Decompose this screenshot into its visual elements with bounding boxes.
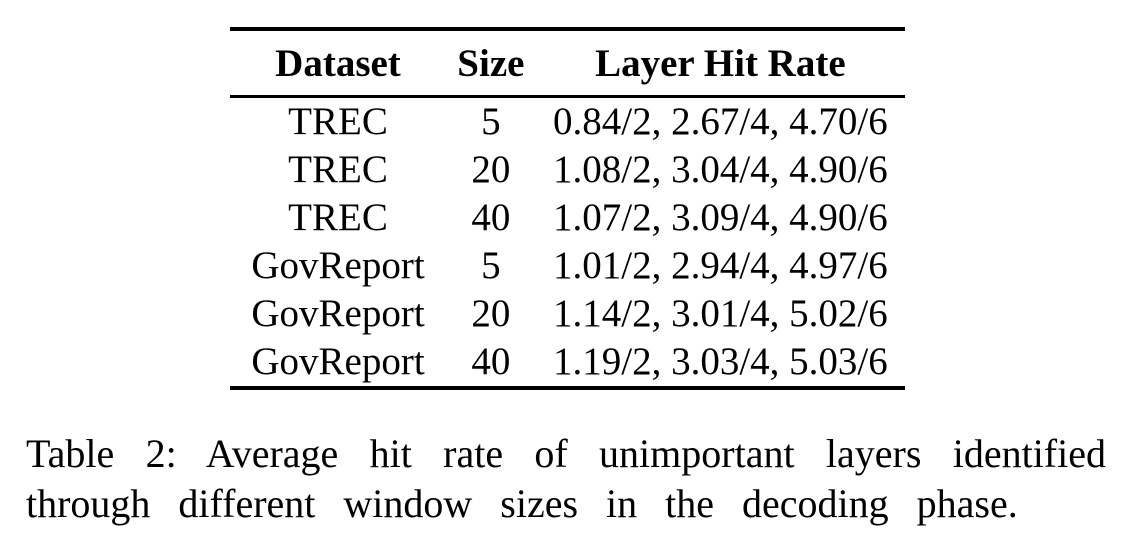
cell-size: 40 <box>471 340 511 383</box>
cell-dataset: GovReport <box>251 244 425 287</box>
results-table: Dataset Size Layer Hit Rate TREC 5 0.84/2,… <box>230 27 905 390</box>
cell-dataset: GovReport <box>251 292 425 335</box>
cell-hit_rate: 1.08/2, 3.04/4, 4.90/6 <box>553 148 888 191</box>
table-2: Dataset Size Layer Hit Rate TREC 5 0.84/2,… <box>230 27 905 390</box>
cell-hit_rate: 1.01/2, 2.94/4, 4.97/6 <box>553 244 888 287</box>
column-header-dataset: Dataset <box>230 29 446 98</box>
table-row: TREC 5 0.84/2, 2.67/4, 4.70/6 <box>230 97 905 147</box>
table-row: TREC 20 1.08/2, 3.04/4, 4.90/6 <box>230 146 905 194</box>
table-row: GovReport 40 1.19/2, 3.03/4, 5.03/6 <box>230 338 905 388</box>
table-header-row: Dataset Size Layer Hit Rate <box>230 29 905 98</box>
cell-dataset: TREC <box>288 196 388 239</box>
cell-size: 20 <box>471 148 511 191</box>
table-row: GovReport 5 1.01/2, 2.94/4, 4.97/6 <box>230 242 905 290</box>
cell-size: 40 <box>471 196 511 239</box>
column-header-layer-hit-rate: Layer Hit Rate <box>535 29 905 98</box>
cell-hit_rate: 0.84/2, 2.67/4, 4.70/6 <box>553 100 888 143</box>
cell-dataset: GovReport <box>251 340 425 383</box>
cell-hit_rate: 1.19/2, 3.03/4, 5.03/6 <box>553 340 888 383</box>
cell-dataset: TREC <box>288 100 388 143</box>
cell-dataset: TREC <box>288 148 388 191</box>
cell-size: 20 <box>471 292 511 335</box>
table-row: TREC 40 1.07/2, 3.09/4, 4.90/6 <box>230 194 905 242</box>
table-row: GovReport 20 1.14/2, 3.01/4, 5.02/6 <box>230 290 905 338</box>
cell-size: 5 <box>481 100 501 143</box>
table-caption: Table 2: Average hit rate of unimportant… <box>26 431 1106 526</box>
cell-size: 5 <box>481 244 501 287</box>
column-header-size: Size <box>446 29 536 98</box>
table-body: TREC 5 0.84/2, 2.67/4, 4.70/6 TREC 20 1.08/2,… <box>230 97 905 389</box>
cell-hit_rate: 1.14/2, 3.01/4, 5.02/6 <box>553 292 888 335</box>
cell-hit_rate: 1.07/2, 3.09/4, 4.90/6 <box>553 196 888 239</box>
